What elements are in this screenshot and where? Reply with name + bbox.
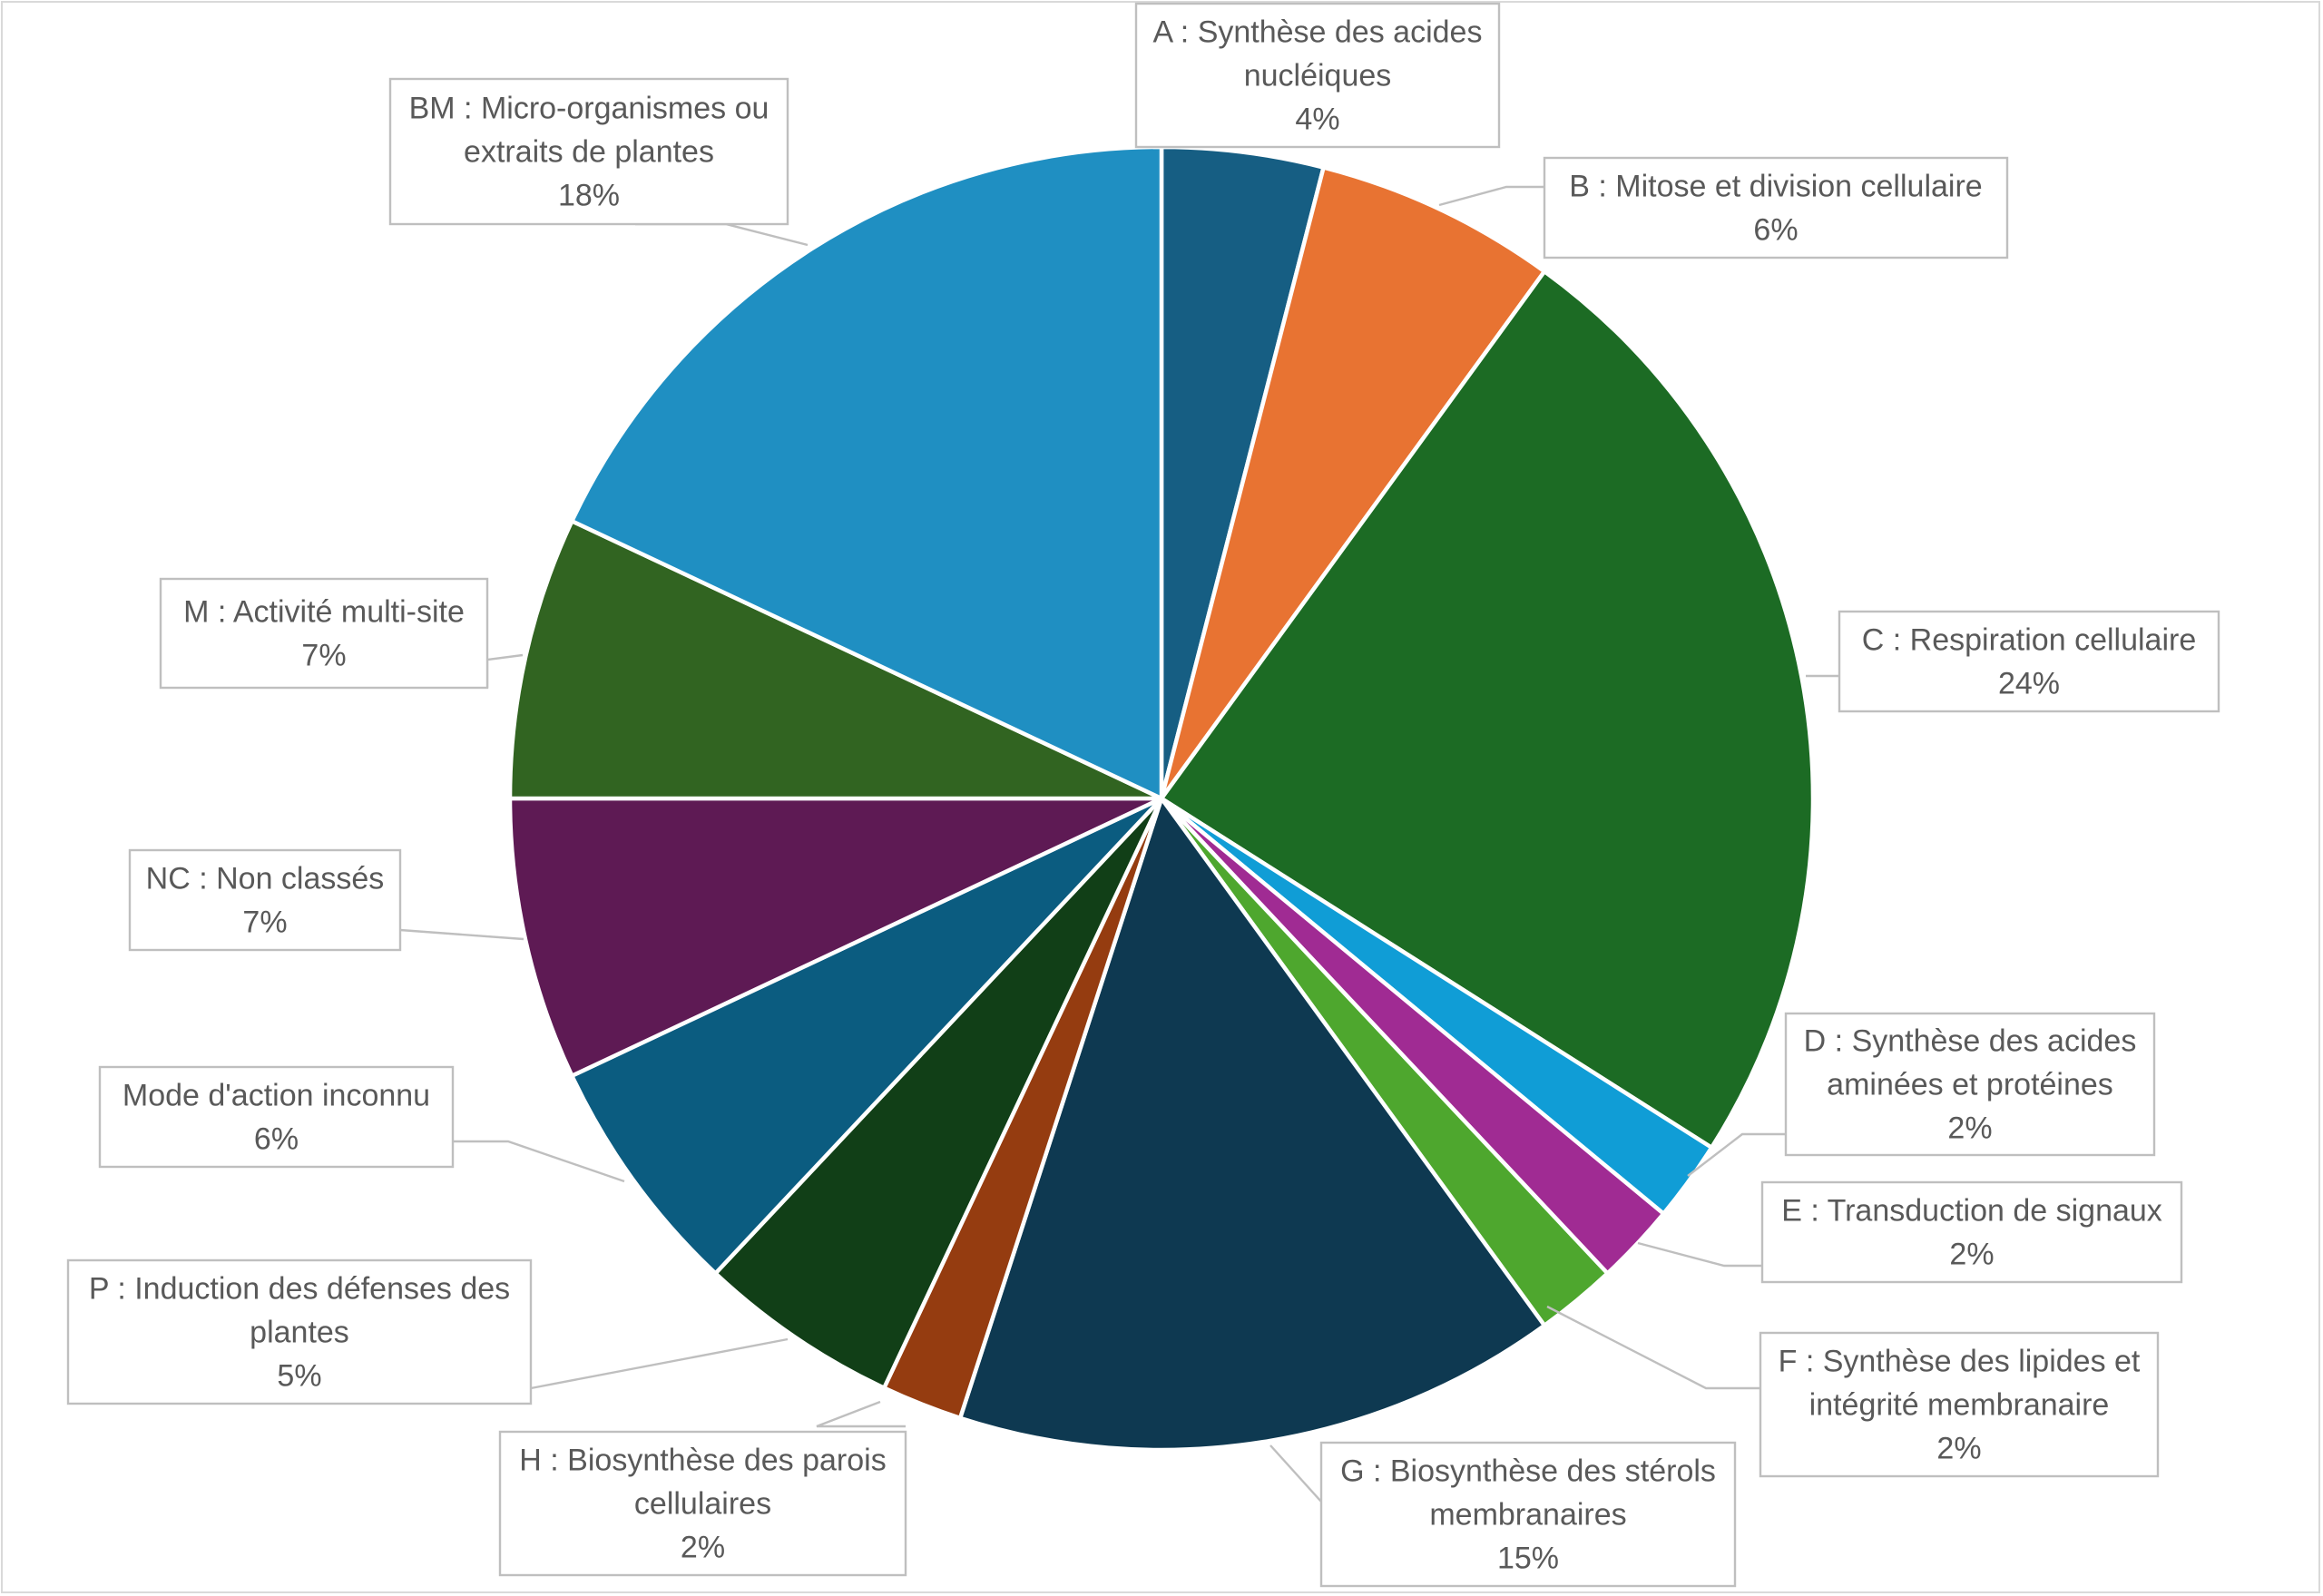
data-label: BM : Micro-organismes ou extraits de plan…	[388, 77, 789, 226]
data-label-percent: 18%	[558, 179, 620, 213]
data-label-category: BM : Micro-organismes ou	[409, 92, 769, 126]
data-label-category: P : Induction des défenses des	[89, 1272, 510, 1307]
data-label-box	[1134, 2, 1501, 149]
data-label-box	[1838, 610, 2220, 713]
data-label: E : Transduction de signaux 2%	[1760, 1180, 2183, 1284]
leader-line	[1269, 1444, 1322, 1503]
leader-line	[1687, 1132, 1786, 1177]
data-label: D : Synthèse des acides aminées et protéi…	[1784, 1012, 2156, 1157]
leader-line	[1438, 185, 1544, 207]
data-label-category: A : Synthèse des acides	[1153, 15, 1483, 50]
data-label-category: E : Transduction de signaux	[1781, 1194, 2162, 1229]
data-label-percent: 2%	[681, 1531, 725, 1565]
pie-slice-m	[507, 519, 1164, 801]
data-label-category: NC : Non classés	[146, 862, 385, 896]
leader-line	[485, 653, 524, 688]
data-label: NC : Non classés 7%	[128, 848, 402, 952]
pie-slice-b	[1159, 165, 1547, 801]
data-label-category: plantes	[250, 1316, 349, 1350]
data-label-box	[159, 577, 489, 690]
data-label-category: C : Respiration cellulaire	[1862, 623, 2197, 658]
data-label-box	[1760, 1180, 2183, 1284]
data-label-category: aminées et protéines	[1827, 1068, 2113, 1102]
data-label-box	[128, 848, 402, 952]
data-label: P : Induction des défenses des plantes 5%	[66, 1258, 533, 1405]
pie-slice-nc	[507, 796, 1164, 1078]
data-label-box	[1784, 1012, 2156, 1157]
leader-line	[1637, 1241, 1762, 1268]
data-label: Mode d'action inconnu 6%	[98, 1065, 455, 1169]
data-label-box	[98, 1065, 455, 1169]
slices-layer	[507, 144, 1816, 1453]
leader-line	[1546, 1305, 1760, 1390]
data-label: H : Biosynthèse des parois cellulaires 2%	[498, 1430, 907, 1577]
leader-line	[635, 222, 809, 247]
data-label-percent: 6%	[254, 1122, 299, 1157]
data-label: A : Synthèse des acides nucléiques 4%	[1134, 2, 1501, 149]
pie-slice-mode-d-action-inconnu	[570, 796, 1164, 1276]
data-label-percent: 2%	[1947, 1111, 1992, 1146]
data-label-percent: 4%	[1295, 103, 1339, 137]
leader-line	[453, 1140, 625, 1183]
data-label-category: B : Mitose et division cellulaire	[1569, 170, 1982, 204]
data-label-percent: 5%	[277, 1359, 321, 1394]
data-label-percent: 7%	[301, 639, 346, 673]
leader-line	[399, 928, 524, 941]
data-label-category: intégrité membranaire	[1809, 1388, 2110, 1423]
data-label-box	[1759, 1331, 2160, 1478]
data-label-category: cellulaires	[634, 1487, 771, 1522]
leader-lines	[399, 185, 1839, 1503]
data-label-box	[1543, 156, 2009, 259]
leader-line	[816, 1400, 906, 1428]
data-label-box	[498, 1430, 907, 1577]
data-label: C : Respiration cellulaire 24%	[1838, 610, 2220, 713]
data-label-category: H : Biosynthèse des parois	[519, 1444, 886, 1478]
data-label-percent: 7%	[242, 906, 287, 940]
data-labels: A : Synthèse des acides nucléiques 4% B : M…	[66, 2, 2220, 1588]
data-label-box	[1319, 1441, 1737, 1588]
pie-slice-g	[957, 796, 1547, 1453]
data-label: F : Synthèse des lipides et intégrité mem…	[1759, 1331, 2160, 1478]
data-label-category: membranaires	[1429, 1498, 1626, 1532]
data-label: G : Biosynthèse des stérols membranaires 1…	[1319, 1441, 1737, 1588]
data-label-box	[388, 77, 789, 226]
data-label-category: nucléiques	[1244, 59, 1392, 93]
data-label-category: Mode d'action inconnu	[123, 1079, 430, 1113]
data-label-percent: 15%	[1497, 1542, 1559, 1576]
pie-slice-c	[1159, 269, 1816, 1150]
leader-line	[530, 1337, 789, 1390]
data-label: M : Activité multi-site 7%	[159, 577, 489, 690]
data-label-category: G : Biosynthèse des stérols	[1340, 1454, 1716, 1489]
data-label-category: D : Synthèse des acides	[1804, 1024, 2137, 1059]
data-label-percent: 2%	[1936, 1432, 1981, 1466]
data-label-percent: 24%	[1998, 667, 2060, 701]
data-label: B : Mitose et division cellulaire 6%	[1543, 156, 2009, 259]
data-label-percent: 2%	[1949, 1238, 1994, 1272]
pie-slice-bm	[570, 144, 1164, 801]
pie-slice-p	[713, 796, 1164, 1390]
data-label-category: extraits de plantes	[464, 135, 714, 170]
data-label-category: F : Synthèse des lipides et	[1779, 1345, 2141, 1379]
data-label-category: M : Activité multi-site	[183, 595, 465, 630]
data-label-box	[66, 1258, 533, 1405]
data-label-percent: 6%	[1753, 213, 1798, 248]
